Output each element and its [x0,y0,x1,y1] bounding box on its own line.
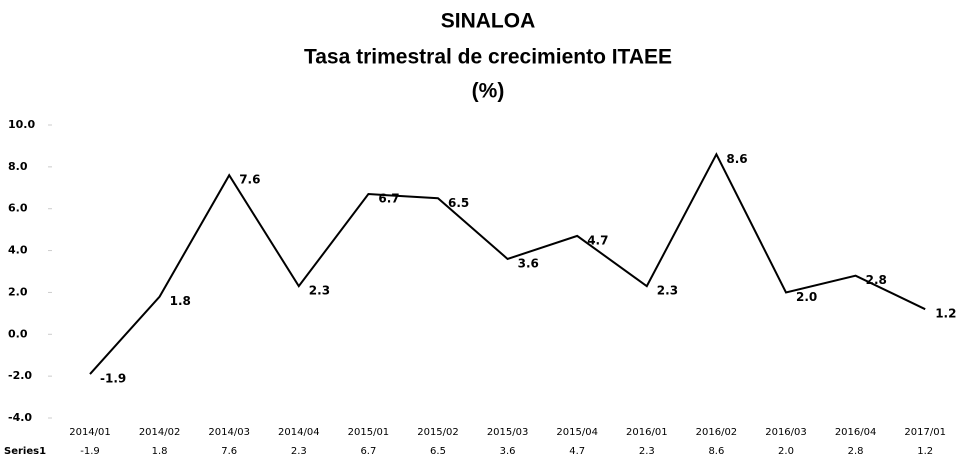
x-tick-label: 2015/02 [417,427,459,438]
x-tick-label: 2016/03 [765,427,807,438]
table-value: 2.3 [639,446,655,457]
table-value: 6.7 [360,446,376,457]
y-tick-label: 2.0 [8,285,28,298]
table-value: -1.9 [80,446,100,457]
data-label: 2.3 [657,284,678,298]
x-tick-label: 2017/01 [904,427,946,438]
table-value: 2.0 [778,446,794,457]
data-label: 4.7 [587,233,608,247]
table-value: 4.7 [569,446,585,457]
data-label: 1.8 [170,294,191,308]
y-tick-label: 10.0 [8,118,35,131]
table-series-name: Series1 [4,446,46,457]
x-tick-label: 2016/04 [835,427,877,438]
table-value: 6.5 [430,446,446,457]
data-label: 6.7 [378,192,399,206]
table-value: 2.8 [848,446,864,457]
data-label: 2.8 [866,273,887,287]
x-tick-label: 2014/04 [278,427,320,438]
x-tick-label: 2015/03 [487,427,529,438]
x-tick-label: 2014/03 [208,427,250,438]
data-label: 6.5 [448,196,469,210]
chart-title: (%) [472,80,505,103]
y-tick-label: 8.0 [8,160,28,173]
line [89,152,926,375]
chart-title: SINALOA [441,10,536,33]
data-label: -1.9 [100,372,126,386]
x-tick-label: 2014/01 [69,427,111,438]
chart-title: Tasa trimestral de crecimiento ITAEE [304,46,672,69]
x-tick-label: 2015/01 [348,427,390,438]
table-value: 3.6 [500,446,516,457]
data-label: 1.2 [935,307,956,321]
y-tick-label: 0.0 [8,327,28,340]
y-tick-label: 4.0 [8,244,28,257]
y-tick-label: -4.0 [8,411,32,424]
y-tick-label: 6.0 [8,202,28,215]
x-tick-label: 2014/02 [139,427,181,438]
table-value: 7.6 [221,446,237,457]
table-value: 8.6 [708,446,724,457]
data-label: 2.0 [796,290,817,304]
x-tick-label: 2015/04 [556,427,598,438]
table-value: 1.2 [917,446,933,457]
data-label: 3.6 [518,256,539,270]
data-label: 7.6 [239,173,260,187]
data-label: 8.6 [726,152,747,166]
x-tick-label: 2016/02 [696,427,738,438]
y-tick-label: -2.0 [8,369,32,382]
table-value: 2.3 [291,446,307,457]
table-value: 1.8 [152,446,168,457]
data-label: 2.3 [309,284,330,298]
x-tick-label: 2016/01 [626,427,668,438]
